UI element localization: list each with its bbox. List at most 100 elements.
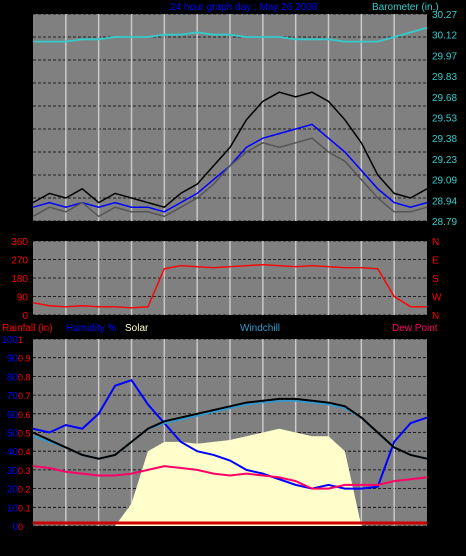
x-tick-label: 10pm [382,224,407,235]
y-tick-left-2: 90 [7,354,19,365]
y-tick-left-2: 30 [7,466,19,477]
y-tick-right-0: 29.38 [432,134,457,145]
y-tick-left-1: 270 [11,256,28,267]
y-tick-left-2: 80 [7,372,19,383]
x-tick-label: 6am [122,529,141,540]
legend-dewpoint: Dew Point [392,323,438,334]
y-tick-right-0: 29.53 [432,114,457,125]
y-tick-left-1: 180 [11,274,28,285]
y-tick-right-2: 10 [432,503,444,514]
x-tick-end: 1 [421,224,427,235]
y-tick-rain: 0.1 [18,503,31,513]
direction-series [32,263,427,309]
y-tick-left-2: 0 [12,522,18,533]
y-tick-right-0: 28.94 [432,196,457,207]
y-tick-rain: 0.2 [18,485,31,495]
y-tick-left-0: 25 [17,102,29,113]
y-tick-right-1: S [432,274,439,285]
y-tick-left-1: 360 [11,237,28,248]
y-tick-left-2: 40 [7,447,19,458]
x-tick-label: 12pm [217,529,242,540]
x-tick-label: 8pm [352,529,371,540]
y-tick-right-1: W [432,293,442,304]
series-humidity- [32,378,428,490]
y-tick-right-2: 0 [432,522,438,533]
x-tick-label: 4pm [286,224,305,235]
x-tick-label: 6pm [319,529,338,540]
sunset-label: sunset [348,538,375,548]
y-tick-right-0: 29.68 [432,93,457,104]
y-tick-rain: 0.9 [18,354,31,364]
y-tick-left-0: 0 [22,217,28,228]
y-tick-right-0: 29.97 [432,51,457,62]
y-tick-rain: 0 [18,522,23,532]
baro-ylabel: Barometer (in.) [372,2,439,13]
y-tick-rain: 0.8 [18,372,31,382]
y-tick-rain: 1 [18,335,23,345]
chart-title: 24 hour graph day : May 26 2008 [170,2,318,13]
y-tick-left-2: 20 [7,485,19,496]
y-tick-left-0: 30 [17,79,29,90]
wind-series-3 [33,26,428,43]
legend-rainfall: Rainfall (in) [2,323,53,334]
y-tick-right-2: 102 [432,335,449,346]
x-tick-label: 2pm [253,529,272,540]
solar-area [33,428,427,526]
y-tick-right-2: 31 [432,466,444,477]
y-tick-left-1: 90 [17,293,29,304]
y-tick-rain: 0.4 [18,447,31,457]
y-tick-left-0: 45 [17,10,29,21]
y-tick-left-2: 100 [1,335,18,346]
y-tick-right-2: 82 [432,372,444,383]
y-tick-left-0: 20 [17,125,29,136]
legend-humidity: Humidity % [66,323,117,334]
series-dew-point [32,465,428,490]
y-tick-rain: 0.3 [18,466,31,476]
y-tick-left-2: 50 [7,429,19,440]
y-tick-right-0: 29.83 [432,72,457,83]
x-tick-label: 10am [185,529,210,540]
x-tick-label: 4pm [286,529,305,540]
x-tick-label: 8am [155,529,174,540]
x-tick-label: 2am [56,529,75,540]
x-tick-label: 2am [56,224,75,235]
x-tick-label: 4am [89,224,108,235]
wind-series-0 [32,91,428,209]
y-tick-right-2: 92 [432,354,444,365]
y-tick-left-0: 40 [17,33,29,44]
x-tick-label: 4am [89,529,108,540]
y-tick-right-1: E [432,256,439,267]
y-tick-right-0: 29.09 [432,176,457,187]
x-tick-label: 2pm [253,224,272,235]
y-tick-right-0: 30.27 [432,10,457,21]
y-tick-right-0: 30.12 [432,31,457,42]
y-tick-right-2: 72 [432,391,444,402]
y-tick-right-0: 28.79 [432,217,457,228]
y-tick-left-2: 60 [7,410,19,421]
legend-windchill: Windchill [240,323,280,334]
legend-temperature: Temperature (°F) [312,323,388,334]
y-tick-right-2: 41 [432,447,444,458]
y-tick-rain: 0.5 [18,429,31,439]
y-tick-right-1: N [432,311,439,322]
y-tick-left-0: 10 [17,171,29,182]
x-tick-label: 8pm [352,224,371,235]
x-tick-label: 8am [155,224,174,235]
x-tick-end: 1 [421,529,427,540]
wind-ylabel: Windspeed (mph) [3,2,82,13]
y-tick-right-0: 29.23 [432,155,457,166]
sunset-label: sunset [348,233,375,243]
y-tick-left-0: 5 [22,194,28,205]
x-tick-label: 6am [122,224,141,235]
y-tick-right-2: 20 [432,485,444,496]
y-tick-left-1: 0 [22,311,28,322]
legend-solar: Solar [125,323,149,334]
y-tick-rain: 0.7 [18,391,31,401]
x-tick-label: 10pm [382,529,407,540]
y-tick-left-2: 10 [7,503,19,514]
series-temperature-f- [32,397,428,460]
y-tick-right-1: N [432,237,439,248]
x-tick-label: 10am [185,224,210,235]
